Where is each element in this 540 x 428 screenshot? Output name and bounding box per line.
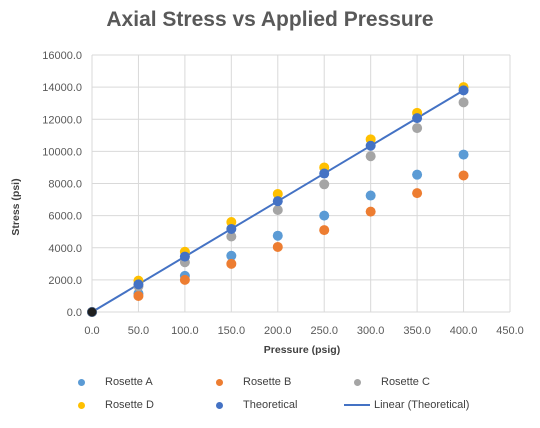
point-rosette-d <box>272 188 283 199</box>
point-rosette-b <box>412 188 423 199</box>
y-tick-label: 4000.0 <box>48 243 82 255</box>
point-rosette-c <box>365 151 376 162</box>
point-rosette-c <box>458 97 469 108</box>
y-tick-label: 10000.0 <box>42 146 82 158</box>
x-tick-label: 250.0 <box>310 325 338 337</box>
point-rosette-b <box>179 274 190 285</box>
point-rosette-a <box>319 210 330 221</box>
legend: Rosette A Rosette B Rosette C Rosette D Theo… <box>0 370 540 420</box>
legend-marker-icon <box>78 401 85 409</box>
y-tick-label: 8000.0 <box>48 179 82 191</box>
legend-item: Rosette A <box>78 376 153 388</box>
legend-marker-icon <box>216 401 223 409</box>
point-theoretical <box>319 168 330 179</box>
legend-item: Linear (Theoretical) <box>344 399 469 411</box>
legend-marker-icon <box>78 378 85 386</box>
point-theoretical <box>226 223 237 234</box>
y-tick-label: 2000.0 <box>48 275 82 287</box>
legend-label: Rosette B <box>243 376 292 388</box>
point-theoretical <box>133 279 144 290</box>
legend-marker-icon <box>354 378 361 386</box>
y-tick-label: 12000.0 <box>42 114 82 126</box>
point-theoretical <box>179 251 190 262</box>
legend-marker-icon <box>216 378 223 386</box>
legend-label: Rosette D <box>105 399 154 411</box>
y-axis-label: Stress (psi) <box>10 178 22 236</box>
point-rosette-b <box>458 170 469 181</box>
point-theoretical <box>412 113 423 124</box>
x-tick-label: 100.0 <box>171 325 199 337</box>
point-rosette-a <box>226 250 237 261</box>
point-rosette-b <box>272 241 283 252</box>
point-origin <box>87 307 97 317</box>
x-tick-label: 400.0 <box>450 325 478 337</box>
legend-label: Linear (Theoretical) <box>374 399 470 411</box>
x-tick-label: 450.0 <box>496 325 524 337</box>
x-tick-label: 150.0 <box>218 325 246 337</box>
x-tick-label: 300.0 <box>357 325 385 337</box>
point-rosette-c <box>319 179 330 190</box>
point-rosette-a <box>272 230 283 241</box>
chart-title: Axial Stress vs Applied Pressure <box>106 8 434 31</box>
legend-line-icon <box>344 404 370 406</box>
point-theoretical <box>272 196 283 207</box>
point-theoretical <box>365 140 376 151</box>
x-tick-label: 50.0 <box>128 325 149 337</box>
legend-label: Theoretical <box>243 399 298 411</box>
legend-item: Rosette C <box>354 376 430 388</box>
legend-item: Theoretical <box>216 399 297 411</box>
x-axis-label: Pressure (psig) <box>263 344 341 356</box>
x-tick-label: 350.0 <box>403 325 431 337</box>
y-tick-label: 14000.0 <box>42 82 82 94</box>
point-rosette-a <box>458 149 469 160</box>
legend-item: Rosette D <box>78 399 154 411</box>
point-rosette-d <box>226 217 237 228</box>
x-tick-label: 200.0 <box>264 325 292 337</box>
legend-label: Rosette A <box>105 376 153 388</box>
point-rosette-b <box>133 290 144 301</box>
point-rosette-a <box>365 190 376 201</box>
point-theoretical <box>458 85 469 96</box>
point-rosette-c <box>226 231 237 242</box>
legend-label: Rosette C <box>381 376 430 388</box>
y-tick-label: 6000.0 <box>48 211 82 223</box>
point-rosette-b <box>226 258 237 269</box>
y-tick-label: 0.0 <box>67 307 82 319</box>
point-rosette-b <box>365 206 376 217</box>
y-tick-label: 16000.0 <box>42 50 82 62</box>
point-rosette-a <box>412 169 423 180</box>
point-rosette-b <box>319 225 330 236</box>
point-rosette-c <box>412 123 423 134</box>
legend-item: Rosette B <box>216 376 291 388</box>
x-tick-label: 0.0 <box>84 325 99 337</box>
point-rosette-c <box>272 205 283 216</box>
